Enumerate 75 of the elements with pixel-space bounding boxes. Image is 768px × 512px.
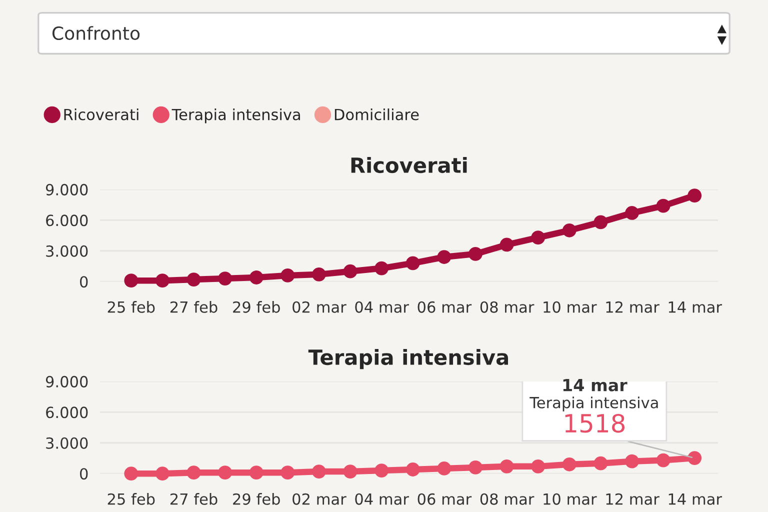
- point: [437, 250, 452, 264]
- point: [625, 206, 639, 220]
- x-tick-label: 10 mar: [544, 493, 597, 505]
- y-tick-label: 9.000: [46, 184, 88, 196]
- x-tick-label: 25 feb: [108, 493, 155, 505]
- point: [688, 451, 702, 465]
- point: [468, 247, 482, 261]
- point: [531, 459, 546, 474]
- x-tick-label: 27 feb: [170, 301, 218, 313]
- x-tick-label: 10 mar: [544, 301, 597, 313]
- chart-title: Ricoverati: [351, 156, 467, 174]
- point: [312, 267, 326, 282]
- point: [531, 230, 546, 245]
- point: [186, 466, 201, 480]
- y-tick-label: 9.000: [46, 376, 88, 388]
- x-tick-label: 12 mar: [606, 301, 660, 313]
- point: [500, 238, 514, 252]
- y-tick-label: 0: [80, 468, 88, 480]
- point: [249, 466, 264, 480]
- point: [468, 460, 482, 474]
- x-tick-label: 04 mar: [355, 301, 409, 313]
- y-tick-label: 3.000: [46, 245, 88, 257]
- x-tick-label: 27 feb: [170, 493, 218, 505]
- point: [249, 270, 264, 284]
- point: [437, 462, 452, 476]
- annotation: 14 mar: [563, 379, 628, 392]
- point: [500, 459, 514, 474]
- text: Terapia intensiva: [530, 396, 658, 412]
- x-tick-label: 02 mar: [292, 493, 346, 505]
- point: [280, 466, 295, 480]
- point: [374, 464, 389, 478]
- point: [280, 268, 295, 282]
- text: Confronto: [52, 26, 140, 40]
- point: [406, 462, 420, 476]
- y-tick-label: 6.000: [46, 406, 88, 418]
- x-tick-label: 08 mar: [480, 301, 534, 313]
- point: [594, 456, 608, 470]
- x-tick-label: 02 mar: [292, 301, 346, 313]
- legend-label: Terapia intensiva: [172, 108, 300, 124]
- x-tick-label: 06 mar: [418, 301, 472, 313]
- y-tick-label: 0: [80, 276, 88, 288]
- x-tick-label: 08 mar: [480, 493, 534, 505]
- y-tick-label: 6.000: [46, 214, 88, 226]
- point: [124, 274, 138, 288]
- point: [156, 274, 170, 288]
- legend-label: Ricoverati: [64, 108, 138, 120]
- point: [186, 272, 201, 286]
- point: [343, 464, 358, 478]
- point: [156, 466, 170, 481]
- x-tick-label: 14 mar: [668, 302, 722, 313]
- point: [312, 464, 326, 478]
- point: [656, 198, 670, 213]
- x-tick-label: 29 feb: [233, 301, 280, 313]
- point: [218, 272, 232, 286]
- x-tick-label: 25 feb: [108, 301, 155, 313]
- point: [374, 261, 389, 276]
- point: [594, 215, 608, 230]
- point: [406, 256, 420, 270]
- point: [688, 188, 702, 203]
- x-tick-label: 29 feb: [233, 493, 280, 505]
- point: [343, 264, 358, 278]
- point: [562, 223, 576, 238]
- point: [562, 457, 576, 472]
- point: [124, 466, 138, 481]
- point: [218, 466, 232, 480]
- x-tick-label: 06 mar: [418, 493, 472, 505]
- point: [625, 454, 639, 468]
- text: Terapia intensiva: [308, 348, 508, 370]
- legend-label: Domiciliare: [334, 108, 419, 120]
- x-tick-label: 04 mar: [355, 493, 409, 505]
- x-tick-label: 14 mar: [668, 494, 722, 505]
- annotation: 1518: [565, 414, 625, 433]
- point: [656, 453, 670, 468]
- x-tick-label: 12 mar: [606, 493, 660, 505]
- y-tick-label: 3.000: [46, 437, 88, 449]
